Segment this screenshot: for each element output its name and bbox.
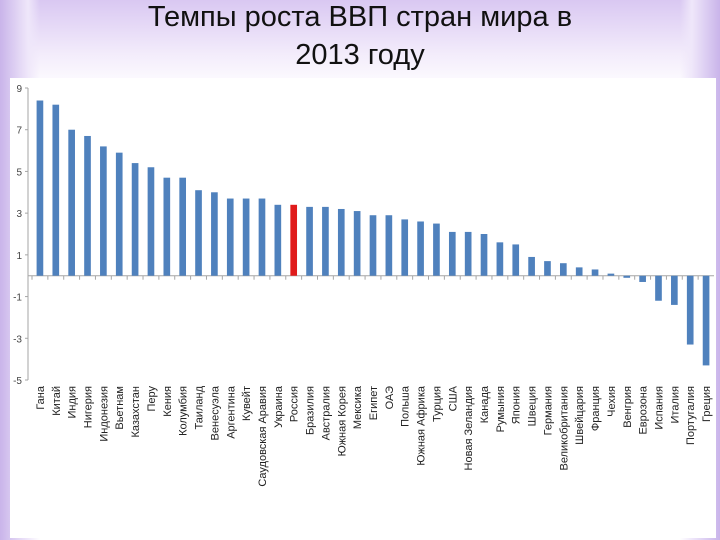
category-label: Южная Корея bbox=[336, 386, 348, 456]
category-label: Кения bbox=[162, 386, 174, 417]
category-label: Португалия bbox=[685, 386, 697, 445]
y-tick-label: 5 bbox=[16, 167, 22, 178]
bar-19 bbox=[337, 208, 345, 276]
bar-37 bbox=[623, 275, 631, 278]
bar-36 bbox=[607, 273, 615, 276]
bar-27 bbox=[464, 231, 472, 276]
bar-35 bbox=[591, 269, 599, 276]
category-label: Румыния bbox=[495, 386, 507, 432]
category-label: Россия bbox=[289, 386, 301, 422]
y-tick-label: 9 bbox=[16, 84, 22, 95]
bar-15 bbox=[274, 204, 282, 276]
bar-33 bbox=[559, 263, 567, 276]
bar-16 bbox=[290, 204, 298, 276]
category-label: Греция bbox=[701, 386, 713, 422]
category-label: ОАЭ bbox=[384, 386, 396, 409]
category-label: Украина bbox=[273, 385, 285, 428]
bar-11 bbox=[211, 192, 218, 276]
category-label: Польша bbox=[400, 385, 412, 427]
bar-32 bbox=[544, 261, 551, 276]
bar-18 bbox=[322, 206, 329, 276]
bar-23 bbox=[401, 219, 409, 276]
category-label: Индия bbox=[67, 386, 79, 419]
bar-6 bbox=[131, 163, 139, 276]
chart-area: 9 7 5 3 1 -1 -3 -5 Гана Китай Индия Нигерия Индонези… bbox=[10, 78, 716, 538]
category-label: Франция bbox=[590, 386, 602, 431]
category-label: Канада bbox=[479, 385, 491, 423]
category-label: Южная Африка bbox=[416, 385, 428, 466]
slide-title: Темпы роста ВВП стран мира в 2013 году bbox=[147, 1, 573, 71]
category-label: Колумбия bbox=[178, 386, 190, 436]
category-label: США bbox=[447, 385, 459, 411]
bar-34 bbox=[575, 267, 583, 276]
y-tick-label: 3 bbox=[16, 209, 22, 220]
bar-26 bbox=[448, 231, 456, 276]
category-label: Таиланд bbox=[194, 385, 206, 429]
bar-1 bbox=[52, 104, 60, 276]
category-label: Индонезия bbox=[98, 386, 110, 442]
y-tick-label: 1 bbox=[16, 251, 22, 262]
category-label: Еврозона bbox=[638, 385, 650, 434]
bar-21 bbox=[369, 215, 377, 276]
bar-38 bbox=[639, 275, 646, 282]
bar-39 bbox=[655, 275, 662, 301]
category-label: Казахстан bbox=[130, 386, 142, 438]
category-label: Нигерия bbox=[83, 386, 95, 428]
category-label: Аргентина bbox=[225, 385, 237, 439]
category-label: Египет bbox=[368, 386, 380, 420]
bar-14 bbox=[258, 198, 266, 276]
category-label: Гана bbox=[35, 385, 47, 410]
bar-41 bbox=[686, 275, 694, 345]
bar-22 bbox=[385, 215, 393, 276]
bar-8 bbox=[163, 177, 171, 276]
bar-29 bbox=[496, 242, 504, 276]
bar-28 bbox=[480, 234, 488, 276]
bar-20 bbox=[353, 211, 361, 276]
category-label: Австралия bbox=[320, 386, 332, 440]
category-label: Перу bbox=[146, 386, 158, 412]
bar-5 bbox=[115, 152, 123, 276]
category-label: Мексика bbox=[352, 385, 364, 429]
bar-0 bbox=[36, 100, 44, 276]
category-label: Венгрия bbox=[622, 386, 634, 428]
category-label: Венесуэла bbox=[209, 385, 221, 440]
category-label: Италия bbox=[669, 386, 681, 424]
category-label: Кувейт bbox=[241, 386, 253, 421]
y-tick-label: -3 bbox=[13, 334, 22, 345]
bar-31 bbox=[528, 256, 535, 276]
y-tick-label: 7 bbox=[16, 126, 22, 137]
y-tick-label: -1 bbox=[13, 293, 22, 304]
category-label: Германия bbox=[542, 386, 554, 435]
category-label: Чехия bbox=[606, 386, 618, 417]
bar-25 bbox=[433, 223, 440, 276]
category-label: Бразилия bbox=[305, 386, 317, 435]
bar-9 bbox=[179, 177, 187, 276]
bar-17 bbox=[306, 206, 313, 276]
category-label: Швейцария bbox=[574, 386, 586, 445]
category-label: Саудовская Аравия bbox=[257, 386, 269, 487]
category-label: Швеция bbox=[527, 386, 539, 426]
bar-40 bbox=[671, 275, 678, 305]
gdp-growth-bar-chart: 9 7 5 3 1 -1 -3 -5 Гана Китай Индия Нигерия Индонези… bbox=[13, 84, 714, 487]
bar-12 bbox=[226, 198, 234, 276]
bar-24 bbox=[417, 221, 424, 276]
y-tick-label: -5 bbox=[13, 376, 22, 387]
category-label: Япония bbox=[511, 386, 523, 424]
bar-13 bbox=[242, 198, 250, 276]
category-label: Великобритания bbox=[558, 386, 570, 471]
background-top-band bbox=[0, 0, 720, 90]
category-label: Турция bbox=[431, 386, 443, 422]
bar-10 bbox=[195, 190, 202, 276]
bar-2 bbox=[68, 129, 75, 276]
bar-3 bbox=[84, 135, 91, 276]
category-label: Новая Зеландия bbox=[463, 386, 475, 470]
bar-7 bbox=[147, 167, 155, 276]
bar-42 bbox=[702, 275, 710, 366]
category-label: Китай bbox=[51, 386, 63, 416]
category-label: Вьетнам bbox=[114, 386, 126, 430]
category-label: Испания bbox=[653, 386, 665, 430]
bar-30 bbox=[512, 244, 520, 276]
bar-4 bbox=[100, 146, 107, 276]
